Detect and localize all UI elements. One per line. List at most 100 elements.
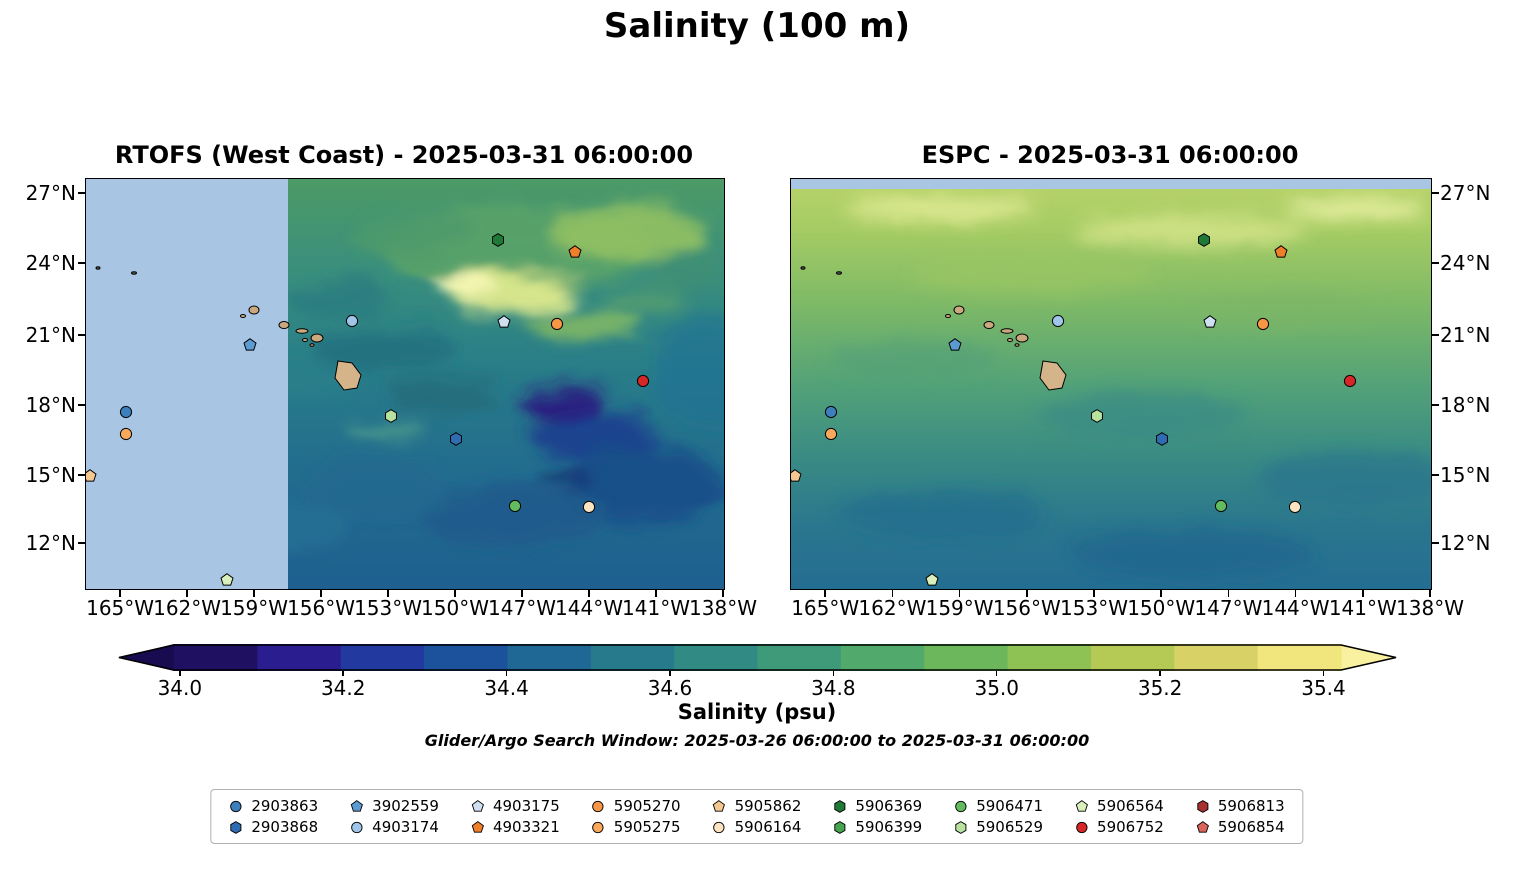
colorbar-tick	[179, 671, 181, 676]
lon-tick-label-panel1: 162°W	[153, 596, 222, 620]
lon-tick-label-panel2: 147°W	[1194, 596, 1263, 620]
circle-marker-icon	[120, 427, 133, 441]
colorbar-tick	[1322, 671, 1325, 676]
hexagon-marker-icon	[450, 432, 462, 446]
tick-x	[387, 589, 389, 597]
float-marker-4903321-espc	[1274, 245, 1288, 259]
legend-entry-3902559: 3902559	[350, 797, 439, 815]
pentagon-marker-icon	[791, 468, 802, 482]
tick-y-left	[78, 404, 85, 406]
map-panel-espc	[790, 178, 1432, 590]
tick-y-left	[78, 192, 85, 194]
tick-x	[891, 589, 894, 597]
tick-y-left	[78, 334, 85, 336]
rtofs-ocean-field	[86, 179, 724, 589]
lat-tick-label-right: 27°N	[1440, 181, 1491, 206]
float-marker-4903174-rtofs	[345, 314, 359, 328]
float-marker-5906164-espc	[1288, 500, 1302, 514]
float-marker-5906564-espc	[925, 573, 940, 587]
colorbar-tick	[505, 671, 508, 676]
colorbar-label: Salinity (psu)	[677, 700, 837, 724]
legend-entry-5906529: 5906529	[954, 818, 1043, 836]
tick-y-left	[78, 542, 85, 544]
tick-x	[1294, 589, 1297, 597]
circle-marker-icon	[1343, 375, 1356, 388]
lon-tick-label-panel2: 165°W	[791, 596, 860, 620]
float-marker-5905862-rtofs	[86, 468, 97, 483]
pentagon-marker-icon	[86, 468, 97, 482]
tick-x	[958, 589, 961, 597]
legend-entry-4903174: 4903174	[350, 818, 439, 836]
legend-float-id: 5905862	[734, 797, 802, 815]
float-marker-4903175-espc	[1203, 315, 1217, 329]
legend-float-id: 2903863	[251, 797, 319, 815]
hexagon-marker-icon	[385, 409, 397, 423]
lon-tick-label-panel1: 144°W	[555, 596, 623, 620]
lon-tick-label-panel2: 156°W	[992, 596, 1061, 620]
pentagon-marker-icon	[712, 799, 726, 812]
lat-tick-label-left: 24°N	[25, 250, 76, 275]
circle-marker-icon	[636, 375, 650, 388]
float-marker-5906529-rtofs	[384, 409, 398, 423]
legend-float-id: 5906529	[976, 818, 1044, 836]
legend-entry-5906164: 5906164	[713, 818, 801, 836]
hexagon-marker-icon	[834, 799, 846, 813]
lon-tick-label-panel1: 165°W	[86, 596, 155, 620]
lon-tick-label-panel2: 162°W	[858, 596, 927, 620]
float-marker-5905270-espc	[1256, 317, 1270, 331]
float-marker-5905275-espc	[824, 427, 838, 441]
tick-x	[588, 589, 590, 597]
legend-float-id: 5906564	[1097, 797, 1164, 815]
tick-y-left	[78, 262, 85, 264]
tick-x	[521, 589, 523, 597]
float-marker-5905862-espc	[791, 468, 802, 483]
float-marker-5906752-espc	[1343, 374, 1357, 388]
float-marker-4903174-espc	[1051, 314, 1065, 328]
circle-marker-icon	[1051, 314, 1064, 327]
circle-marker-icon	[1214, 500, 1228, 513]
pentagon-marker-icon	[497, 315, 511, 328]
float-marker-5906752-rtofs	[636, 374, 650, 388]
float-marker-3902559-espc	[948, 338, 963, 352]
hexagon-marker-icon	[230, 820, 242, 834]
lon-tick-label-panel1: 141°W	[622, 596, 690, 620]
legend-entry-5906564: 5906564	[1075, 797, 1164, 815]
circle-marker-icon	[351, 821, 363, 833]
hexagon-marker-icon	[834, 820, 846, 834]
float-marker-5906369-espc	[1197, 233, 1211, 247]
hexagon-marker-icon	[492, 233, 505, 247]
hexagon-marker-icon	[955, 820, 967, 834]
nodata-region	[86, 179, 288, 589]
circle-marker-icon	[582, 500, 595, 514]
pentagon-marker-icon	[471, 799, 484, 812]
legend-entry-5905270: 5905270	[592, 797, 681, 815]
legend-entry-5906369: 5906369	[833, 797, 922, 815]
colorbar-tick-label: 34.2	[320, 676, 366, 700]
tick-x	[655, 589, 657, 597]
search-window-note: Glider/Argo Search Window: 2025-03-26 06…	[424, 731, 1090, 750]
colorbar-tick-label: 34.6	[647, 676, 693, 700]
lon-tick-label-panel2: 141°W	[1328, 596, 1397, 620]
legend-entry-5905275: 5905275	[592, 818, 681, 836]
legend-float-id: 4903321	[492, 818, 560, 836]
legend-entry-4903321: 4903321	[471, 818, 560, 836]
tick-x	[824, 589, 826, 597]
legend-entry-5905862: 5905862	[712, 797, 802, 815]
tick-x	[119, 589, 121, 597]
legend-entry-5906854: 5906854	[1196, 818, 1285, 836]
tick-y-left	[78, 474, 85, 476]
lat-tick-label-left: 18°N	[25, 393, 76, 418]
circle-marker-icon	[550, 318, 563, 331]
tick-x	[1026, 589, 1028, 597]
legend-float-id: 5905270	[613, 797, 681, 815]
float-marker-5906164-rtofs	[582, 500, 596, 514]
legend-float-id: 5906854	[1217, 818, 1285, 836]
tick-y-right	[1431, 404, 1439, 406]
legend-float-id: 5906813	[1217, 797, 1285, 815]
pentagon-marker-icon	[350, 799, 363, 812]
legend-float-id: 4903174	[372, 818, 439, 836]
circle-marker-icon	[230, 800, 242, 812]
panel-title-rtofs: RTOFS (West Coast) - 2025-03-31 06:00:00	[114, 141, 694, 169]
float-marker-2903868-espc	[1155, 432, 1169, 446]
